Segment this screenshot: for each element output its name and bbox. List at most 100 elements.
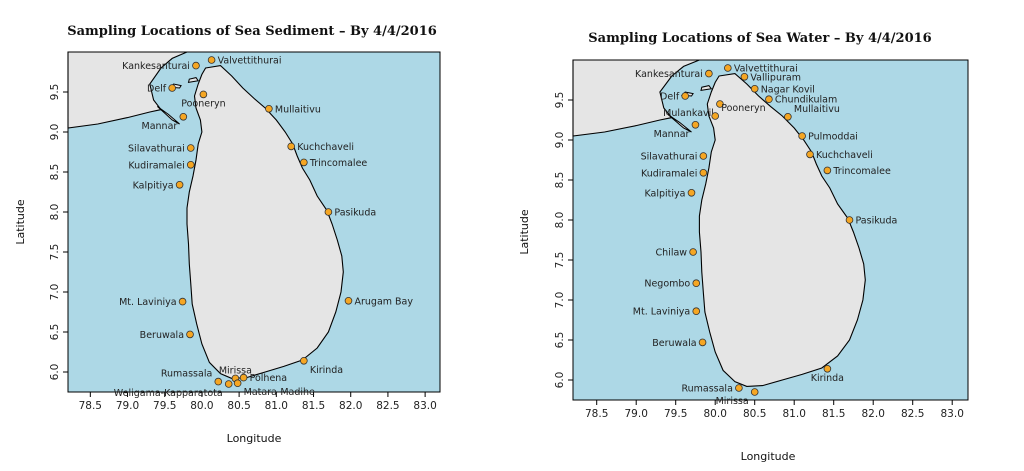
site-label: Delf	[660, 92, 680, 103]
sampling-point	[750, 85, 759, 93]
site-label: Kankesanturai	[635, 69, 703, 80]
sampling-points: Kankesanturai ValvettithuraiVallipuramNag…	[633, 64, 898, 408]
x-tick-label: 78.5	[585, 408, 608, 420]
x-tick-label: 79.0	[625, 408, 648, 420]
chart-title: Sampling Locations of Sea Sediment – By …	[67, 24, 437, 39]
site-label: Arugam Bay	[354, 296, 413, 307]
sampling-point	[699, 169, 708, 177]
y-tick-label: 9.5	[49, 84, 61, 101]
x-axis: 78.5 79.0 79.5 80.0 80.5 81.0 81.5 82.0 82.5 83.0	[585, 400, 964, 420]
site-label: Pasikuda	[334, 208, 376, 219]
islet	[156, 105, 180, 125]
islet	[700, 85, 713, 92]
site-label: Kudiramalei	[128, 160, 184, 171]
y-tick-label: 7.0	[49, 284, 61, 301]
x-tick-label: 81.0	[265, 400, 288, 412]
x-tick-label: 82.5	[376, 400, 399, 412]
site-label: Mullaitivu	[794, 104, 840, 115]
site-label: Kalpitiya	[133, 180, 174, 191]
site-label: Trincomalee	[309, 158, 368, 169]
y-tick-label: 8.0	[554, 212, 566, 229]
sampling-point	[265, 105, 273, 113]
site-label: Mannar	[654, 129, 690, 140]
chart-title: Sampling Locations of Sea Water – By 4/4…	[588, 31, 931, 46]
x-axis-label: Longitude	[741, 450, 796, 463]
site-label: Mirissa	[219, 365, 252, 376]
x-tick-label: 83.0	[413, 400, 436, 412]
x-tick-label: 81.5	[302, 400, 325, 412]
sampling-point	[186, 330, 194, 339]
sri-lanka-landmass	[698, 73, 866, 387]
india-landmass	[572, 59, 700, 137]
site-label: Vallipuram	[750, 72, 801, 83]
sampling-point	[681, 92, 689, 100]
site-label: Chilaw	[656, 248, 688, 259]
site-label: Mannar	[142, 121, 178, 132]
y-tick-label: 9.0	[554, 132, 566, 149]
sampling-point	[287, 142, 296, 151]
y-tick-label: 6.0	[49, 364, 61, 381]
y-axis: 6.0 6.5 7.0 7.5 8.0 8.5 9.0 9.5	[554, 92, 573, 389]
y-tick-label: 9.0	[49, 124, 61, 141]
site-label: Beruwala	[140, 330, 184, 341]
india-landmass	[67, 51, 188, 129]
sampling-point	[692, 307, 701, 316]
y-tick-label: 6.0	[554, 372, 566, 389]
y-tick-label: 7.0	[554, 292, 566, 309]
x-tick-label: 80.5	[743, 408, 766, 420]
site-label: Kankesanturai	[122, 61, 190, 72]
sampling-point	[233, 379, 242, 388]
site-label: Delf	[147, 84, 167, 95]
sampling-point	[207, 56, 216, 64]
sampling-point	[199, 90, 208, 99]
x-axis: 78.5 79.0 79.5 80.0 80.5 81.0 81.5 82.0 82.5 83.0	[79, 392, 437, 412]
site-label: Mulankavil	[663, 108, 714, 119]
sampling-point	[724, 64, 732, 72]
sampling-point	[735, 384, 743, 392]
site-label: Pooneryn	[181, 98, 225, 109]
sampling-point	[324, 208, 333, 216]
sri-lanka-landmass	[186, 65, 344, 379]
site-label: Pulmoddai	[808, 132, 858, 143]
y-tick-label: 7.5	[554, 252, 566, 269]
sampling-point	[845, 216, 854, 224]
sampling-point	[823, 364, 832, 373]
sampling-point	[168, 84, 176, 92]
site-label: Kuchchaveli	[297, 142, 354, 153]
islet	[667, 113, 692, 133]
x-tick-label: 79.5	[153, 400, 176, 412]
sampling-point	[784, 113, 792, 121]
site-label: Kirinda	[310, 365, 343, 376]
site-label: Matara-Madihe	[244, 387, 315, 398]
sampling-point	[214, 377, 223, 386]
sampling-point	[699, 152, 708, 160]
sampling-point	[806, 150, 814, 159]
sampling-point	[765, 95, 773, 103]
site-label: Beruwala	[652, 338, 696, 349]
sampling-point	[716, 100, 724, 108]
sampling-point	[687, 189, 696, 197]
x-tick-label: 81.5	[822, 408, 845, 420]
site-label: Chundikulam	[775, 95, 837, 106]
sampling-point	[705, 69, 713, 78]
land-layer	[572, 59, 866, 387]
site-label: Nagar Kovil	[761, 84, 815, 95]
y-axis-label: Latitude	[518, 209, 531, 255]
site-label: Weligama-Kapparatota	[114, 388, 223, 399]
site-label: Rumassala	[681, 384, 732, 395]
sampling-point	[740, 73, 749, 81]
x-tick-label: 82.0	[862, 408, 885, 420]
sampling-points: Kankesanturai Valvettithurai Delf Pooneryn M…	[114, 56, 414, 400]
x-tick-label: 80.0	[190, 400, 213, 412]
x-tick-label: 82.0	[339, 400, 362, 412]
sampling-point	[175, 181, 184, 189]
sampling-point	[823, 166, 832, 175]
islet	[187, 77, 200, 84]
site-label: Mirissa	[716, 396, 749, 407]
sampling-point	[344, 296, 353, 305]
x-axis-label: Longitude	[227, 432, 282, 445]
x-tick-label: 81.0	[783, 408, 806, 420]
plot-frame	[67, 51, 441, 393]
y-tick-label: 8.5	[49, 164, 61, 181]
